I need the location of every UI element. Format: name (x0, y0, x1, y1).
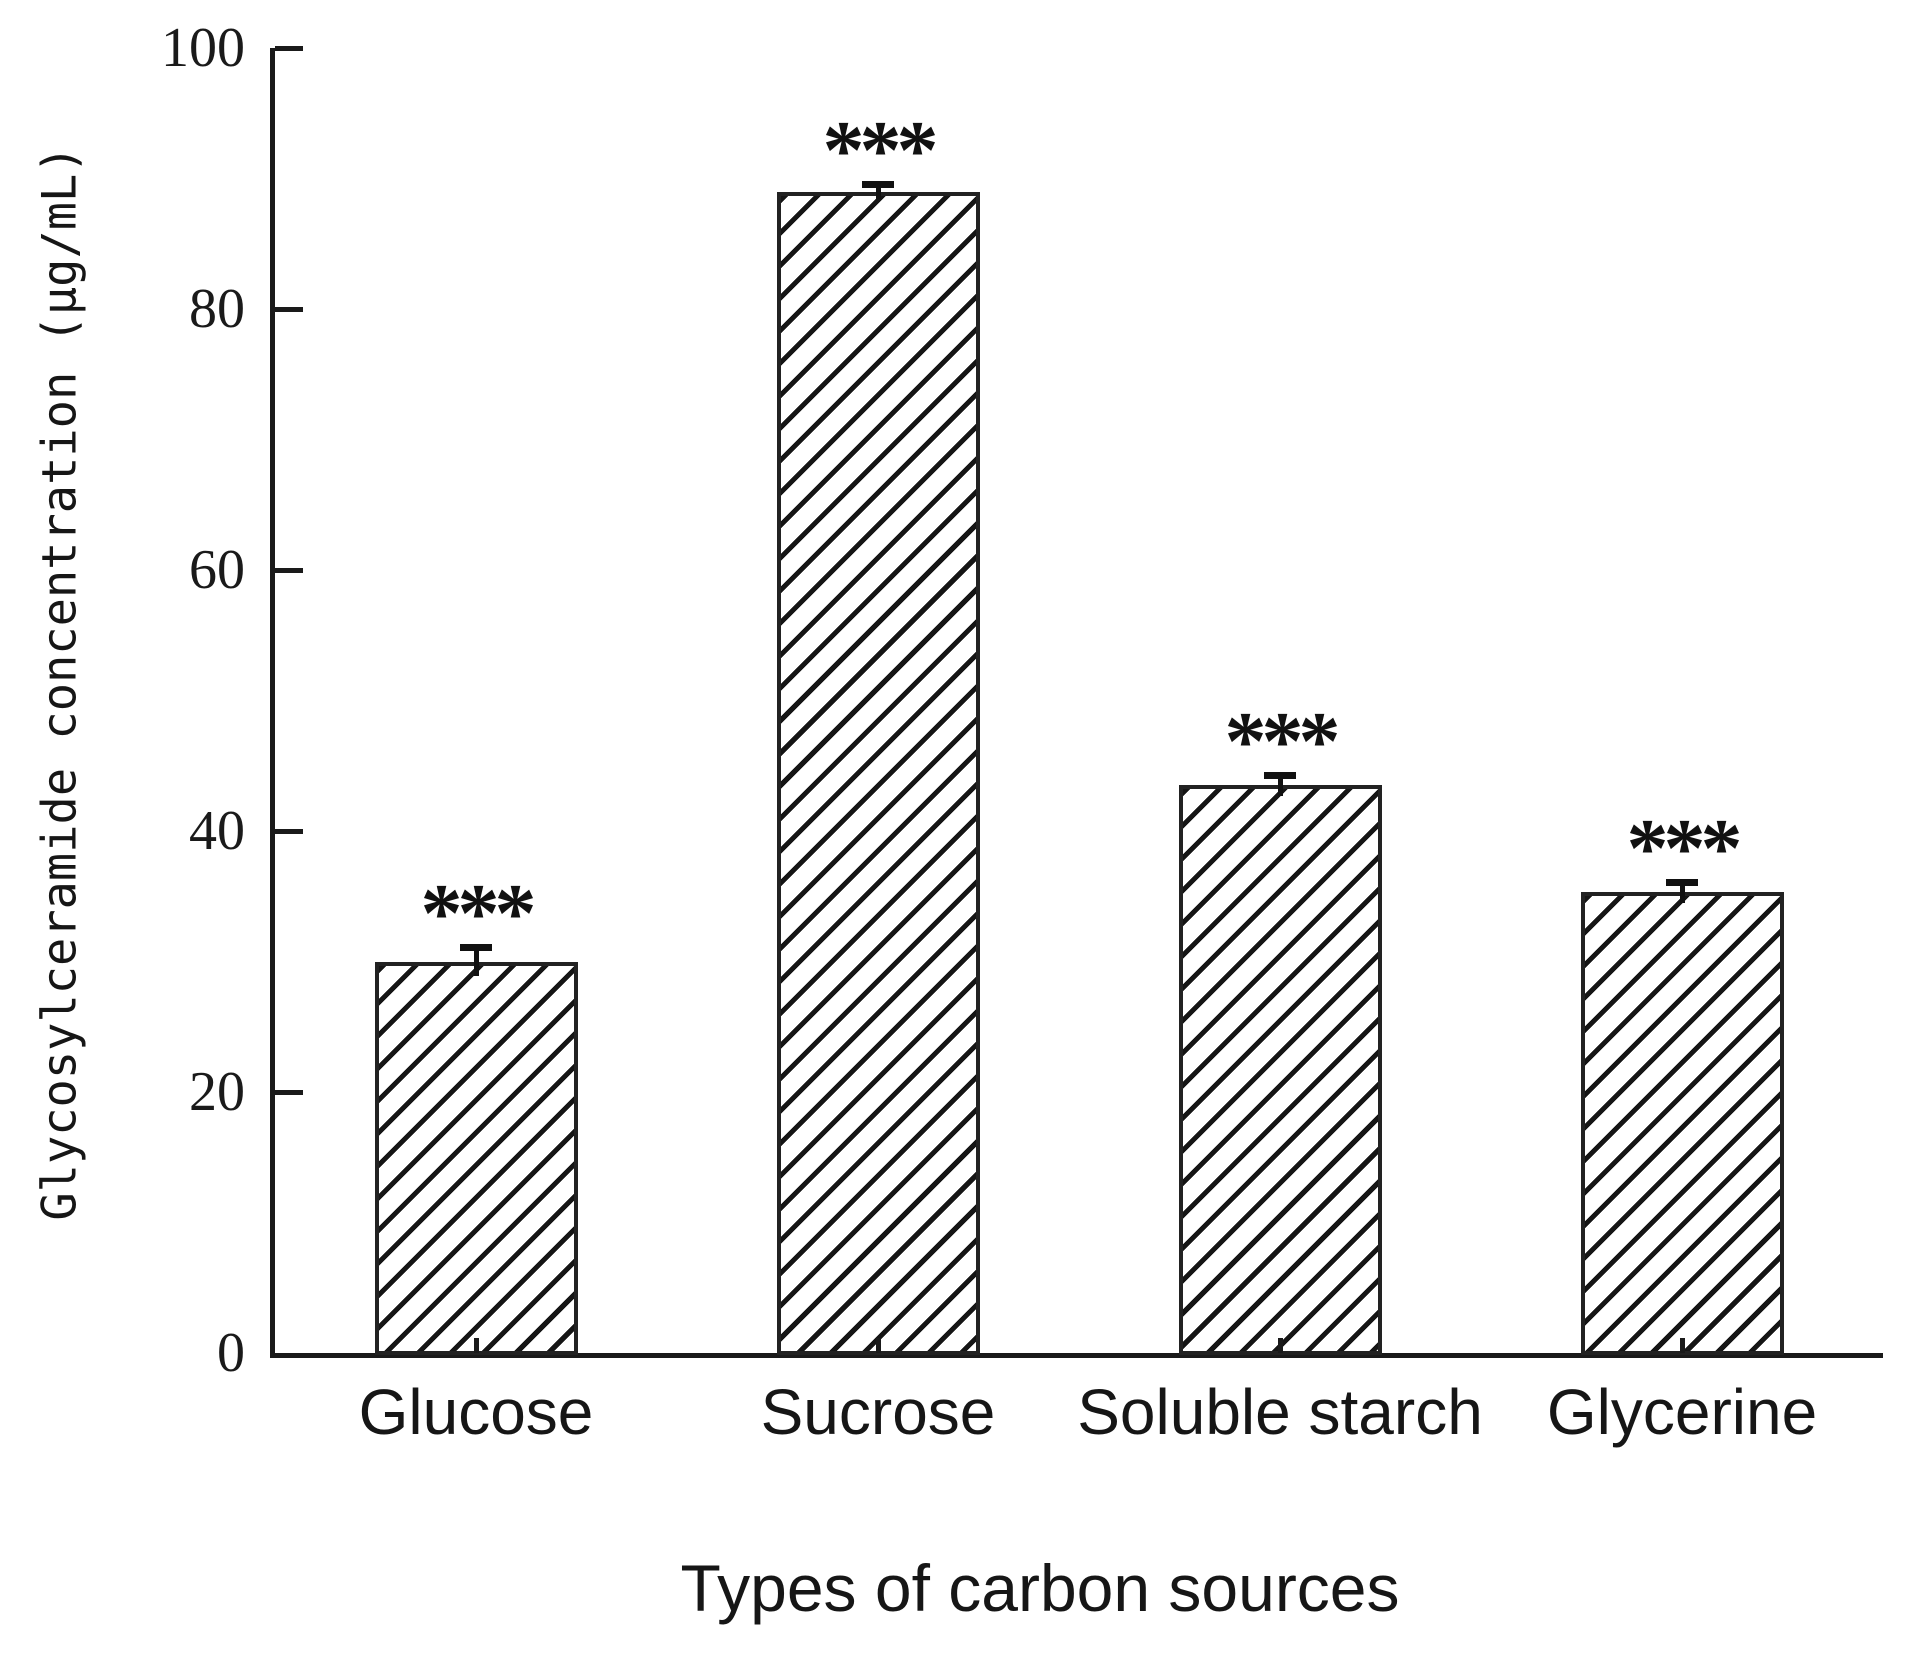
x-axis-line (270, 1353, 1883, 1358)
y-tick (275, 829, 303, 834)
error-bar-cap-glucose (460, 944, 492, 952)
y-tick-label: 100 (161, 17, 245, 79)
significance-label-sucrose: *** (822, 103, 939, 197)
x-tick-glucose (473, 1338, 479, 1353)
bar-sucrose (776, 191, 980, 1355)
error-bar-stem-sucrose (875, 183, 881, 200)
category-label-glucose: Glucose (358, 1376, 594, 1448)
y-tick-label: 40 (189, 800, 245, 862)
category-label-glycerine: Glycerine (1546, 1376, 1818, 1448)
y-tick (275, 307, 303, 312)
y-tick-label: 0 (217, 1322, 245, 1384)
y-tick (275, 568, 303, 573)
significance-label-glycerine: *** (1626, 801, 1743, 895)
error-bar-stem-glycerine (1679, 881, 1685, 903)
bar-glycerine (1580, 892, 1784, 1355)
x-axis-title: Types of carbon sources (680, 1551, 1400, 1625)
error-bar-stem-glucose (473, 947, 479, 976)
y-axis-line (270, 48, 275, 1358)
x-tick-glycerine (1679, 1338, 1685, 1353)
error-bar-stem-soluble-starch (1277, 774, 1283, 796)
error-bar-cap-sucrose (862, 180, 894, 188)
x-tick-sucrose (875, 1338, 881, 1353)
x-tick-soluble-starch (1277, 1338, 1283, 1353)
bar-glucose (374, 961, 578, 1355)
error-bar-cap-soluble-starch (1264, 771, 1296, 779)
y-tick-label: 80 (189, 278, 245, 340)
y-tick (275, 1090, 303, 1095)
y-tick (275, 46, 303, 51)
y-axis-title: Glycosylceramide concentration (μg/mL) (32, 145, 88, 1221)
y-tick-label: 20 (189, 1061, 245, 1123)
category-label-sucrose: Sucrose (760, 1376, 996, 1448)
error-bar-cap-glycerine (1666, 878, 1698, 886)
bar-soluble-starch (1178, 785, 1382, 1355)
y-tick-label: 60 (189, 539, 245, 601)
category-label-soluble-starch: Soluble starch (1077, 1376, 1483, 1448)
significance-label-glucose: *** (420, 867, 537, 961)
significance-label-soluble-starch: *** (1224, 694, 1341, 788)
